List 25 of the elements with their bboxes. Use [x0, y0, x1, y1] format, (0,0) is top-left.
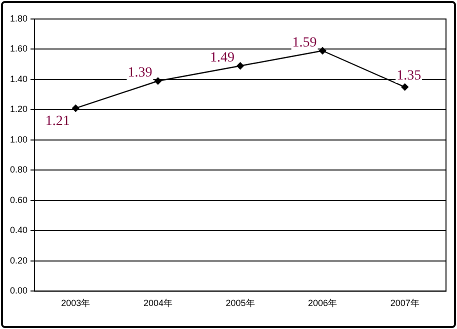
data-label: 1.21	[45, 114, 70, 129]
y-tick-label: 1.40	[10, 74, 28, 84]
y-tick-label: 0.60	[10, 194, 28, 205]
x-tick-label: 2003年	[61, 298, 90, 308]
point	[236, 62, 244, 70]
y-tick-label: 1.20	[10, 104, 28, 114]
x-tick-label: 2007年	[390, 298, 420, 308]
y-tick-label: 0.80	[10, 164, 28, 175]
y-tick-label: 1.80	[10, 13, 28, 24]
x-tick-label: 2004年	[143, 298, 172, 308]
point	[318, 47, 326, 54]
y-tick-label: 0.20	[10, 255, 28, 266]
y-tick-label: 0.40	[10, 225, 28, 236]
x-tick-label: 2006年	[308, 298, 338, 308]
data-label: 1.39	[128, 66, 152, 81]
point	[72, 104, 80, 112]
point	[154, 77, 162, 85]
point	[401, 83, 408, 91]
data-label: 1.49	[210, 50, 235, 66]
y-tick-label: 0.00	[10, 286, 28, 296]
y-tick-label: 1.00	[10, 134, 28, 144]
data-label: 1.59	[292, 35, 317, 50]
x-tick-label: 2005年	[226, 298, 255, 308]
data-label: 1.35	[396, 68, 422, 84]
y-tick-label: 1.60	[10, 44, 28, 54]
